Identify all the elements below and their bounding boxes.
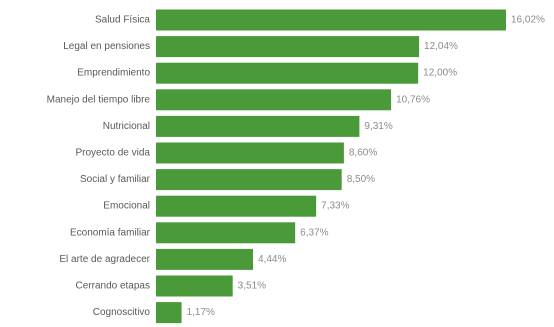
value-label: 8,60% — [349, 148, 377, 159]
bar — [156, 89, 392, 111]
bar-group: Emprendimiento 12,00% — [77, 62, 457, 84]
bar-group: Manejo del tiempo libre 10,76% — [47, 89, 430, 111]
bar — [156, 169, 342, 191]
bar-group: Cerrando etapas 3,51% — [76, 275, 266, 297]
bar-group: Social y familiar 8,50% — [80, 169, 375, 191]
category-label: Cerrando etapas — [76, 281, 151, 292]
bar — [156, 195, 317, 217]
value-label: 1,17% — [187, 307, 215, 318]
value-label: 6,37% — [300, 227, 328, 238]
bar — [156, 222, 296, 244]
category-label: Nutricional — [103, 121, 150, 132]
bar — [156, 142, 344, 164]
value-label: 7,33% — [321, 201, 349, 212]
category-label: Cognoscitivo — [93, 307, 151, 318]
bar — [156, 62, 419, 84]
bar-group: El arte de agradecer 4,44% — [59, 248, 286, 270]
value-label: 12,04% — [424, 41, 458, 52]
value-label: 16,02% — [511, 15, 545, 26]
bar-group: Salud Física 16,02% — [95, 9, 545, 31]
category-label: Emocional — [103, 201, 150, 212]
bar — [156, 36, 420, 58]
category-label: Economía familiar — [70, 227, 151, 238]
category-label: Salud Física — [95, 15, 150, 26]
bar-group: Nutricional 9,31% — [103, 115, 393, 137]
bar-group: Proyecto de vida 8,60% — [76, 142, 377, 164]
bar — [156, 302, 182, 324]
bar-group: Emocional 7,33% — [103, 195, 350, 217]
bar — [156, 248, 254, 270]
bar-group: Economía familiar 6,37% — [70, 222, 329, 244]
bar-group: Cognoscitivo 1,17% — [93, 302, 215, 324]
category-label: Legal en pensiones — [63, 41, 150, 52]
value-label: 9,31% — [364, 121, 392, 132]
category-label: Manejo del tiempo libre — [47, 94, 151, 105]
value-label: 4,44% — [258, 254, 286, 265]
value-label: 8,50% — [347, 174, 375, 185]
value-label: 3,51% — [238, 281, 266, 292]
category-label: El arte de agradecer — [59, 254, 150, 265]
bar — [156, 115, 360, 137]
bars-layer: Salud Física 16,02% Legal en pensiones 12,0… — [47, 9, 545, 324]
bar — [156, 9, 506, 31]
bar-group: Legal en pensiones 12,04% — [63, 36, 458, 58]
category-label: Proyecto de vida — [76, 148, 151, 159]
category-label: Social y familiar — [80, 174, 151, 185]
category-label: Emprendimiento — [77, 68, 150, 79]
value-label: 12,00% — [423, 68, 457, 79]
value-label: 10,76% — [396, 94, 430, 105]
bar — [156, 275, 233, 297]
